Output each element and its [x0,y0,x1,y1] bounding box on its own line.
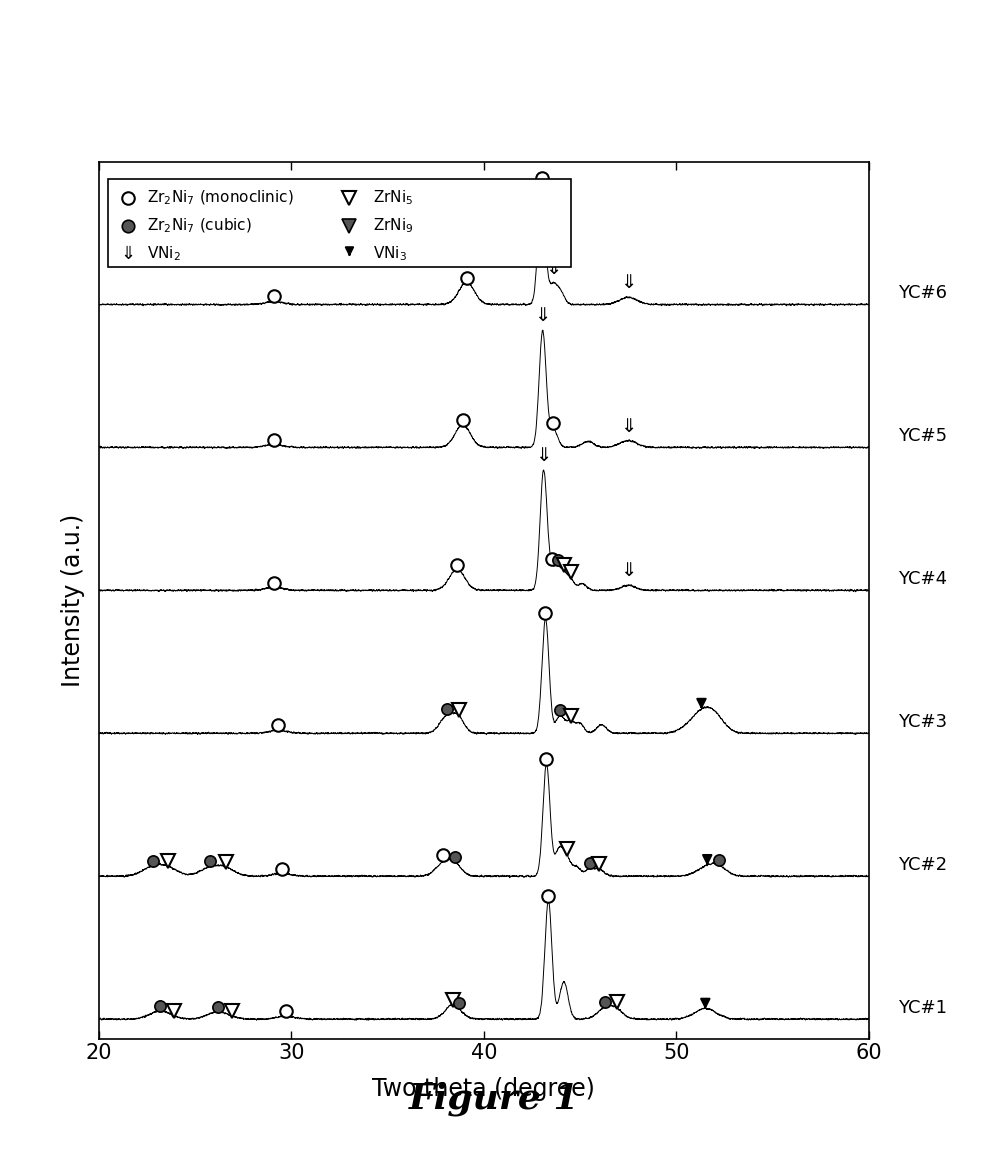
Text: ⇓: ⇓ [534,306,551,325]
Bar [109,179,570,268]
Text: Figure 1: Figure 1 [409,1081,578,1116]
Text: YC#1: YC#1 [897,998,947,1017]
Text: ⇓: ⇓ [620,417,637,435]
Text: $\mathdefault{VNi_2}$: $\mathdefault{VNi_2}$ [147,245,181,263]
Text: YC#3: YC#3 [897,713,947,730]
Y-axis label: Intensity (a.u.): Intensity (a.u.) [61,514,85,687]
Text: $\mathdefault{ZrNi_5}$: $\mathdefault{ZrNi_5}$ [372,189,413,208]
Text: ⇓: ⇓ [620,273,637,292]
Text: YC#2: YC#2 [897,856,947,874]
Text: ⇓: ⇓ [535,447,552,465]
X-axis label: Two theta (degree): Two theta (degree) [372,1078,595,1101]
Text: ⇓: ⇓ [620,561,637,580]
Text: YC#4: YC#4 [897,570,947,587]
Text: ⇓: ⇓ [545,258,561,278]
Text: $\mathdefault{VNi_3}$: $\mathdefault{VNi_3}$ [372,245,407,263]
Text: $\mathdefault{ZrNi_9}$: $\mathdefault{ZrNi_9}$ [372,217,413,235]
Text: $\mathdefault{Zr_2Ni_7}$ (cubic): $\mathdefault{Zr_2Ni_7}$ (cubic) [147,217,252,235]
Text: ⇓: ⇓ [120,245,135,262]
Text: $\mathdefault{Zr_2Ni_7}$ (monoclinic): $\mathdefault{Zr_2Ni_7}$ (monoclinic) [147,189,293,208]
Text: YC#6: YC#6 [897,284,947,302]
Text: YC#5: YC#5 [897,427,947,445]
